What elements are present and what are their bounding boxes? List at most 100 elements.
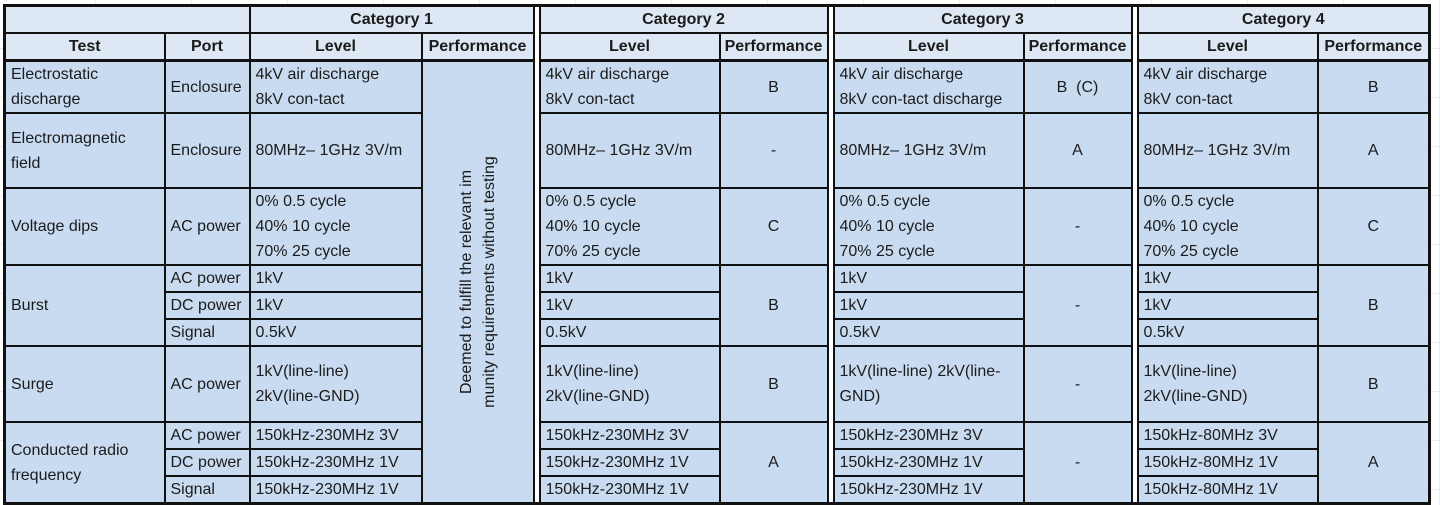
category-divider <box>532 188 541 265</box>
cell-crf-c1-level-ac: 150kHz-230MHz 3V <box>248 421 423 450</box>
row-surge: Surge AC power 1kV(line-line) 2kV(line-G… <box>3 345 1431 423</box>
category-divider <box>1130 346 1139 422</box>
cell-crf-c3-level-signal: 150kHz-230MHz 1V <box>832 475 1025 505</box>
cell-surge-port: AC power <box>163 345 251 423</box>
category-divider <box>826 422 835 449</box>
row-voltage-dips: Voltage dips AC power 0% 0.5 cycle 40% 1… <box>3 187 1431 266</box>
cell-crf-c1-level-signal: 150kHz-230MHz 1V <box>248 475 423 505</box>
level-column-header-c3: Level <box>832 32 1025 62</box>
category-divider <box>532 319 541 346</box>
cell-burst-c4-performance: B <box>1316 264 1431 347</box>
level-column-header-c1: Level <box>248 32 423 62</box>
row-burst-dc: DC power 1kV 1kV 1kV 1kV <box>5 291 1430 320</box>
category-divider <box>1130 265 1139 292</box>
cell-dips-c1-level: 0% 0.5 cycle 40% 10 cycle 70% 25 cycle <box>248 187 423 266</box>
category-divider <box>1130 113 1139 188</box>
category-4-header: Category 4 <box>1136 4 1431 34</box>
cell-burst-test: Burst <box>3 264 166 347</box>
cell-esd-port: Enclosure <box>163 59 251 114</box>
category-divider <box>1130 33 1139 61</box>
cell-dips-c2-level: 0% 0.5 cycle 40% 10 cycle 70% 25 cycle <box>538 187 721 266</box>
category-divider <box>532 60 541 113</box>
cell-dips-c3-level: 0% 0.5 cycle 40% 10 cycle 70% 25 cycle <box>832 187 1025 266</box>
cell-burst-c4-level-dc: 1kV <box>1136 291 1319 320</box>
category-divider <box>1130 5 1139 33</box>
cell-crf-c4-performance: A <box>1316 421 1431 505</box>
port-column-header: Port <box>163 32 251 62</box>
row-electrostatic-discharge: Electrostatic discharge Enclosure 4kV ai… <box>3 59 1431 505</box>
category-divider <box>1130 449 1139 476</box>
category-divider <box>826 319 835 346</box>
category-divider <box>826 449 835 476</box>
cell-emf-c3-performance: A <box>1022 112 1133 189</box>
category-divider <box>532 476 541 504</box>
cell-emf-c2-level: 80MHz– 1GHz 3V/m <box>538 112 721 189</box>
cell-crf-c2-level-ac: 150kHz-230MHz 3V <box>538 421 721 450</box>
cell-burst-c3-level-dc: 1kV <box>832 291 1025 320</box>
level-column-header-c4: Level <box>1136 32 1319 62</box>
column-header-row: Test Port Level Performance Level Perfor… <box>3 32 1431 62</box>
category-divider <box>826 265 835 292</box>
cell-crf-c3-level-dc: 150kHz-230MHz 1V <box>832 448 1025 477</box>
cell-crf-c3-performance: - <box>1022 421 1133 505</box>
corner-cell <box>3 4 251 34</box>
cell-crf-c2-level-dc: 150kHz-230MHz 1V <box>538 448 721 477</box>
cell-burst-port-ac: AC power <box>163 264 251 293</box>
cell-crf-c4-level-dc: 150kHz-80MHz 1V <box>1136 448 1319 477</box>
category-divider <box>826 346 835 422</box>
cell-crf-test: Conducted radio frequency <box>3 421 166 505</box>
cell-esd-c2-performance: B <box>718 59 829 114</box>
category-divider <box>1130 60 1139 113</box>
cell-esd-c3-level: 4kV air discharge 8kV con-tact discharge <box>832 59 1025 114</box>
cell-burst-c4-level-ac: 1kV <box>1136 264 1319 293</box>
test-column-header: Test <box>3 32 166 62</box>
emc-immunity-table: Category 1 Category 2 Category 3 Categor… <box>3 4 1431 505</box>
cell-burst-c2-level-signal: 0.5kV <box>538 318 721 347</box>
category-divider <box>1130 188 1139 265</box>
cell-burst-port-dc: DC power <box>163 291 251 320</box>
cell-crf-c4-level-ac: 150kHz-80MHz 3V <box>1136 421 1319 450</box>
cell-esd-c4-performance: B <box>1316 59 1431 114</box>
cell-surge-c3-performance: - <box>1022 345 1133 423</box>
category-divider <box>532 33 541 61</box>
category-divider <box>532 265 541 292</box>
category-divider <box>532 113 541 188</box>
level-column-header-c2: Level <box>538 32 721 62</box>
cell-burst-c1-level-ac: 1kV <box>248 264 423 293</box>
category-header-row: Category 1 Category 2 Category 3 Categor… <box>3 4 1431 34</box>
cell-surge-c2-level: 1kV(line-line) 2kV(line-GND) <box>538 345 721 423</box>
category-divider <box>1130 476 1139 504</box>
cell-c1-performance-note: Deemed to fulfill the relevant im munity… <box>420 59 535 505</box>
cell-burst-c4-level-signal: 0.5kV <box>1136 318 1319 347</box>
category-divider <box>826 292 835 319</box>
category-divider <box>826 476 835 504</box>
cell-crf-c2-level-signal: 150kHz-230MHz 1V <box>538 475 721 505</box>
cell-crf-c4-level-signal: 150kHz-80MHz 1V <box>1136 475 1319 505</box>
cell-crf-port-dc: DC power <box>163 448 251 477</box>
rotated-note-text: Deemed to fulfill the relevant im munity… <box>457 156 498 408</box>
cell-surge-c4-level: 1kV(line-line) 2kV(line-GND) <box>1136 345 1319 423</box>
cell-burst-c1-level-signal: 0.5kV <box>248 318 423 347</box>
cell-dips-test: Voltage dips <box>3 187 166 266</box>
cell-esd-c4-level: 4kV air discharge 8kV con-tact <box>1136 59 1319 114</box>
cell-crf-c1-level-dc: 150kHz-230MHz 1V <box>248 448 423 477</box>
cell-surge-c4-performance: B <box>1316 345 1431 423</box>
performance-column-header-c3: Performance <box>1022 32 1133 62</box>
cell-emf-c4-level: 80MHz– 1GHz 3V/m <box>1136 112 1319 189</box>
cell-burst-port-signal: Signal <box>163 318 251 347</box>
cell-burst-c3-level-signal: 0.5kV <box>832 318 1025 347</box>
category-divider <box>532 422 541 449</box>
category-divider <box>826 188 835 265</box>
category-divider <box>532 5 541 33</box>
category-divider <box>1130 292 1139 319</box>
cell-emf-c2-performance: - <box>718 112 829 189</box>
row-crf-ac: Conducted radio frequency AC power 150kH… <box>3 421 1431 505</box>
row-crf-dc: DC power 150kHz-230MHz 1V 150kHz-230MHz … <box>5 448 1430 477</box>
cell-esd-c1-level: 4kV air discharge 8kV con-tact <box>248 59 423 114</box>
cell-crf-c3-level-ac: 150kHz-230MHz 3V <box>832 421 1025 450</box>
performance-column-header-c1: Performance <box>420 32 535 62</box>
performance-column-header-c4: Performance <box>1316 32 1431 62</box>
row-burst-ac: Burst AC power 1kV 1kV B 1kV - 1kV B <box>3 264 1431 347</box>
category-2-header: Category 2 <box>538 4 829 34</box>
cell-dips-c3-performance: - <box>1022 187 1133 266</box>
